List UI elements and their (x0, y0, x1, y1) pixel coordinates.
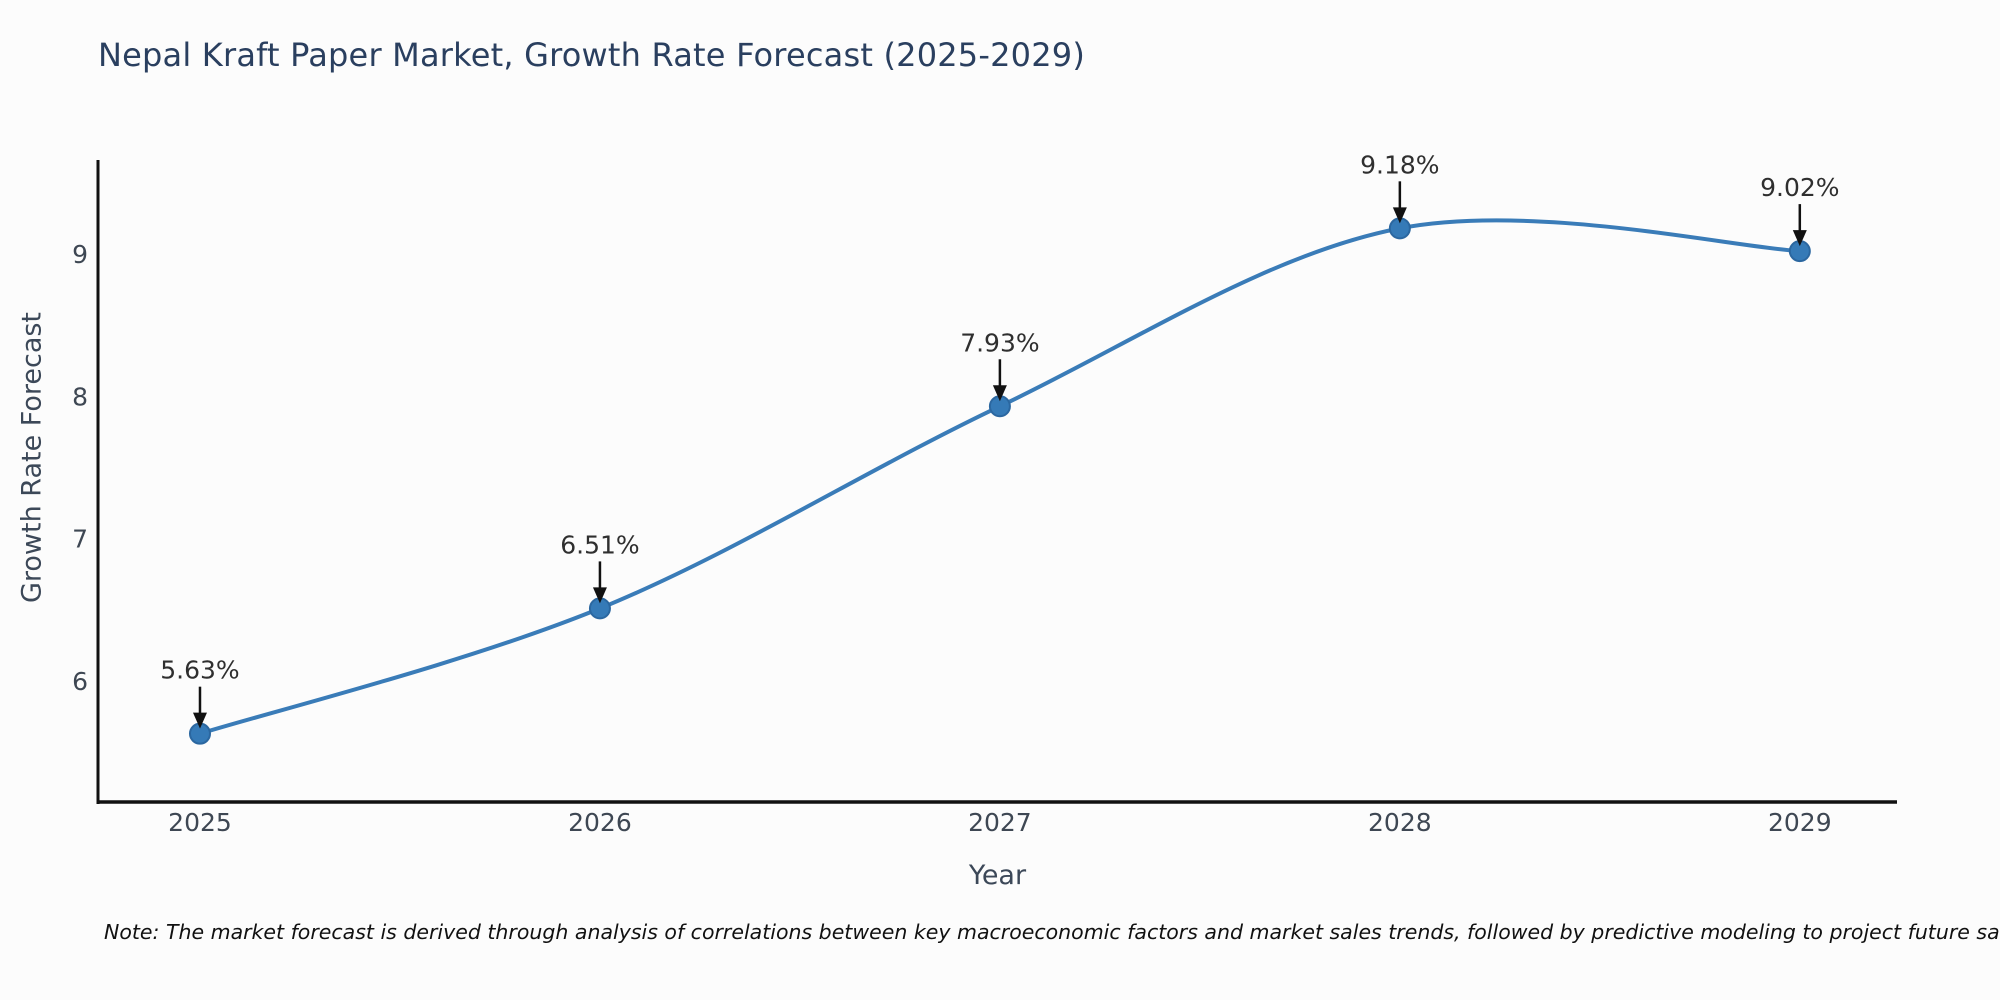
x-tick-label: 2026 (568, 808, 632, 837)
annotation-arrow-head (192, 712, 207, 729)
x-axis-label: Year (968, 860, 1027, 891)
y-tick-label: 9 (72, 240, 88, 269)
y-tick-label: 6 (72, 667, 88, 696)
x-tick-label: 2028 (1368, 808, 1432, 837)
annotation-arrow-head (1392, 207, 1407, 224)
forecast-line (197, 218, 1802, 736)
point-value-label: 7.93% (960, 328, 1039, 357)
x-tick-label: 2025 (168, 808, 232, 837)
chart-title: Nepal Kraft Paper Market, Growth Rate Fo… (98, 36, 1086, 74)
point-value-label: 9.18% (1360, 150, 1439, 179)
x-tick-label: 2027 (968, 808, 1032, 837)
y-tick-label: 7 (72, 525, 88, 554)
footnote: Note: The market forecast is derived thr… (104, 920, 2000, 944)
point-value-label: 5.63% (160, 656, 239, 685)
annotation-arrow-head (992, 385, 1007, 402)
annotation-arrow-head (592, 587, 607, 604)
x-tick-label: 2029 (1768, 808, 1832, 837)
point-value-label: 9.02% (1760, 173, 1839, 202)
annotation-arrow-head (1792, 230, 1807, 247)
y-tick-label: 8 (72, 382, 88, 411)
point-value-label: 6.51% (560, 530, 639, 559)
